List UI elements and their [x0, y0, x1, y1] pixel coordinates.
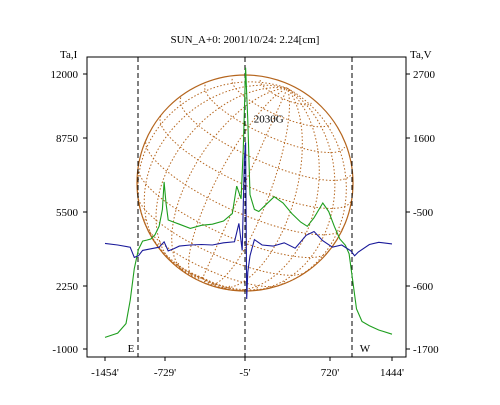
- x-tick-label: -1454': [91, 367, 119, 379]
- right-tick-label: 1600: [413, 133, 436, 145]
- right-tick-label: -600: [413, 281, 434, 293]
- left-tick-label: 8750: [56, 133, 79, 145]
- disk-meridian-line: [155, 87, 288, 279]
- left-axis-label: Ta,I: [60, 49, 78, 61]
- plot-frame: [86, 56, 407, 358]
- right-tick-label: -500: [413, 207, 434, 219]
- disk-meridian-line: [202, 87, 303, 289]
- right-axis-label: Ta,V: [410, 49, 432, 61]
- left-tick-label: 12000: [51, 69, 79, 81]
- disk-meridian-line: [202, 88, 291, 286]
- left-tick-label: 2250: [56, 281, 79, 293]
- x-tick-label: 720': [321, 367, 340, 379]
- x-tick-label: -5': [239, 367, 250, 379]
- chart-title: SUN_A+0: 2001/10/24: 2.24[cm]: [171, 34, 320, 46]
- disk-latitude-line: [144, 218, 286, 288]
- marker-label: W: [360, 343, 371, 355]
- disk-meridian-line: [202, 87, 336, 292]
- disk-meridian-line: [137, 81, 288, 279]
- disk-meridian-line: [143, 84, 288, 279]
- x-tick-label: 1444': [380, 367, 404, 379]
- disk-meridian-line: [202, 87, 347, 291]
- disk-meridian-line: [200, 88, 288, 282]
- left-tick-label: -1000: [52, 344, 78, 356]
- x-tick-label: -729': [154, 367, 176, 379]
- marker-label: E: [128, 343, 135, 355]
- disk-latitude-line: [158, 242, 259, 292]
- axis-ticks: -1454' -729' -5' 720' 1444' -1000 2250 5500 8750…: [51, 69, 440, 379]
- disk-meridian-line: [171, 87, 288, 279]
- series-I-line: [104, 67, 393, 338]
- disk-latitude-line: [179, 97, 353, 181]
- series-layer: [104, 67, 393, 338]
- series-V-line: [104, 142, 393, 300]
- left-tick-label: 5500: [56, 207, 79, 219]
- disk-meridian-line: [188, 87, 288, 280]
- annotation-2030g: 2030G: [254, 114, 284, 126]
- disk-latitude-line: [137, 192, 310, 276]
- right-tick-label: -1700: [413, 344, 439, 356]
- right-tick-label: 2700: [413, 69, 436, 81]
